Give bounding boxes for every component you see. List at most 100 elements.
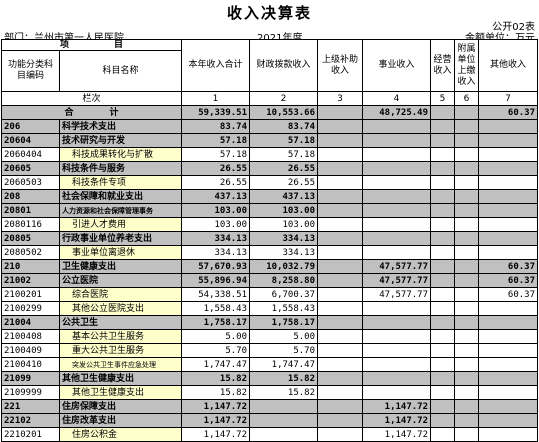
- amount-cell: 15.82: [181, 371, 251, 386]
- amount-cell: [430, 413, 456, 428]
- subject-code: 20604: [1, 133, 60, 148]
- subject-name: 卫生健康支出: [58, 259, 183, 274]
- amount-cell: [317, 371, 364, 386]
- amount-cell: [478, 133, 539, 148]
- amount-cell: [430, 315, 456, 330]
- fiscal-year: 2021年度: [257, 33, 303, 44]
- subject-code: 221: [1, 399, 60, 414]
- amount-cell: [478, 231, 539, 246]
- amount-cell: [317, 273, 364, 288]
- total-value: 48,725.49: [362, 105, 432, 120]
- amount-cell: [317, 385, 364, 400]
- amount-cell: [478, 147, 539, 162]
- subject-code: 210: [1, 259, 60, 274]
- subject-name: 公共卫生: [58, 315, 183, 330]
- row-label: 栏次: [0, 91, 183, 106]
- amount-cell: 57.18: [249, 133, 319, 148]
- amount-cell: [478, 371, 539, 386]
- amount-cell: [362, 133, 432, 148]
- amount-cell: 47,577.77: [362, 287, 432, 302]
- subject-code: 2210201: [1, 427, 60, 442]
- header-col6: 附属单位上缴收入: [454, 39, 480, 92]
- amount-cell: 1,147.72: [181, 399, 251, 414]
- amount-cell: [317, 203, 364, 218]
- amount-cell: [430, 175, 456, 190]
- amount-cell: [317, 315, 364, 330]
- amount-cell: 334.13: [249, 231, 319, 246]
- amount-cell: 60.37: [478, 273, 539, 288]
- col-number: 4: [362, 91, 432, 106]
- amount-cell: [430, 245, 456, 260]
- subject-code: 20805: [1, 231, 60, 246]
- amount-cell: [362, 119, 432, 134]
- amount-cell: [454, 413, 480, 428]
- amount-cell: 1,558.43: [249, 301, 319, 316]
- total-value: 10,553.66: [249, 105, 319, 120]
- subject-name: 其他卫生健康支出: [58, 371, 183, 386]
- amount-cell: 10,032.79: [249, 259, 319, 274]
- amount-cell: 1,147.72: [362, 399, 432, 414]
- amount-cell: [430, 329, 456, 344]
- amount-cell: 1,147.72: [181, 427, 251, 442]
- amount-cell: [362, 217, 432, 232]
- amount-cell: [478, 357, 539, 372]
- total-value: [430, 105, 456, 120]
- subject-code: 208: [1, 189, 60, 204]
- amount-cell: 1,758.17: [181, 315, 251, 330]
- amount-cell: [430, 273, 456, 288]
- amount-cell: [430, 343, 456, 358]
- amount-cell: 54,338.51: [181, 287, 251, 302]
- amount-cell: [454, 189, 480, 204]
- subject-code: 21004: [1, 315, 60, 330]
- table-row: 20805 行政事业单位养老支出 334.13 334.13: [1, 231, 539, 246]
- amount-cell: [430, 133, 456, 148]
- col-number: 3: [317, 91, 364, 106]
- header-col1: 本年收入合计: [181, 39, 251, 92]
- amount-cell: [430, 161, 456, 176]
- subject-code: 2109999: [1, 385, 60, 400]
- amount-cell: 1,147.72: [181, 413, 251, 428]
- subject-code: 21002: [1, 273, 60, 288]
- amount-cell: [362, 371, 432, 386]
- amount-cell: 57.18: [249, 147, 319, 162]
- amount-cell: 26.55: [249, 161, 319, 176]
- amount-cell: 1,147.72: [362, 427, 432, 442]
- income-table: 项 目 本年收入合计 财政拨款收入 上级补助收入 事业收入 经营收入 附属单位上…: [0, 39, 539, 442]
- amount-cell: [478, 427, 539, 442]
- table-row: 2080116 引进人才费用 103.00 103.00: [1, 217, 539, 232]
- amount-cell: [430, 147, 456, 162]
- amount-cell: [362, 315, 432, 330]
- subject-name: 住房保障支出: [58, 399, 183, 414]
- amount-cell: [317, 133, 364, 148]
- table-row: 2109999 其他卫生健康支出 15.82 15.82: [1, 385, 539, 400]
- amount-cell: [454, 287, 480, 302]
- amount-cell: [362, 147, 432, 162]
- subject-name: 住房改革支出: [58, 413, 183, 428]
- table-body: 206 科学技术支出 83.74 83.74 20604 技术研究与开发 57.18 57.1…: [1, 119, 539, 442]
- total-value: 60.37: [478, 105, 539, 120]
- amount-cell: [317, 427, 364, 442]
- amount-cell: [454, 133, 480, 148]
- subject-name: 突发公共卫生事件应急处理: [58, 357, 183, 372]
- header-col4: 事业收入: [362, 39, 432, 92]
- amount-cell: [478, 301, 539, 316]
- amount-cell: 1,758.17: [249, 315, 319, 330]
- amount-cell: [454, 119, 480, 134]
- table-row: 2100201 综合医院 54,338.51 6,700.37 47,577.77 60.…: [1, 287, 539, 302]
- subject-name: 引进人才费用: [58, 217, 183, 232]
- amount-cell: [430, 217, 456, 232]
- amount-cell: [454, 175, 480, 190]
- subject-name: 重大公共卫生服务: [58, 343, 183, 358]
- table-row: 2060503 科技条件专项 26.55 26.55: [1, 175, 539, 190]
- amount-cell: [430, 371, 456, 386]
- table-row: 2100409 重大公共卫生服务 5.70 5.70: [1, 343, 539, 358]
- subject-name: 基本公共卫生服务: [58, 329, 183, 344]
- amount-cell: [249, 399, 319, 414]
- subject-name: 其他卫生健康支出: [58, 385, 183, 400]
- subject-name: 科技条件与服务: [58, 161, 183, 176]
- header-class-code: 功能分类科目编码: [1, 50, 60, 92]
- amount-cell: [362, 301, 432, 316]
- amount-cell: 334.13: [181, 245, 251, 260]
- subject-name: 住房公积金: [58, 427, 183, 442]
- amount-cell: 15.82: [249, 385, 319, 400]
